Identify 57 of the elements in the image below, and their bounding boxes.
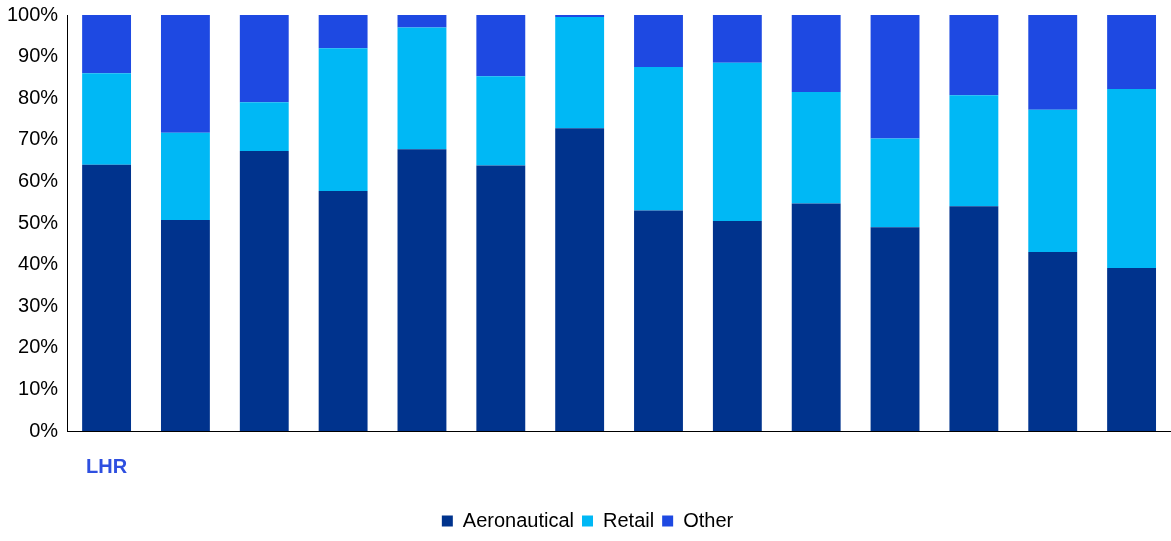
bar bbox=[949, 95, 999, 207]
y-tick-label: 30% bbox=[18, 293, 59, 316]
bar bbox=[160, 15, 210, 133]
bar bbox=[634, 67, 683, 211]
bar bbox=[239, 102, 289, 152]
bar bbox=[791, 15, 841, 92]
bar bbox=[82, 73, 132, 165]
bar bbox=[160, 220, 210, 431]
bar bbox=[1028, 252, 1078, 431]
legend-label: Aeronautical bbox=[462, 508, 575, 531]
bar bbox=[397, 149, 447, 431]
bar bbox=[791, 203, 841, 431]
bar bbox=[712, 15, 762, 63]
bar bbox=[476, 15, 526, 77]
bar bbox=[318, 190, 368, 431]
bar bbox=[555, 17, 605, 129]
y-tick-label: 70% bbox=[18, 127, 59, 150]
bar bbox=[239, 15, 289, 103]
y-tick-label: 50% bbox=[18, 210, 59, 233]
bar bbox=[1107, 267, 1157, 431]
bar bbox=[82, 15, 132, 74]
bar bbox=[870, 15, 920, 139]
bar bbox=[555, 128, 605, 431]
bar bbox=[160, 132, 210, 221]
legend-label: Retail bbox=[603, 508, 655, 531]
y-tick-label: 100% bbox=[7, 2, 59, 25]
bar bbox=[476, 76, 526, 166]
y-tick-label: 60% bbox=[18, 168, 59, 191]
bar bbox=[712, 62, 762, 221]
bar bbox=[1028, 15, 1078, 110]
bar bbox=[949, 206, 999, 431]
bar bbox=[870, 227, 920, 431]
bar bbox=[634, 15, 683, 67]
bar bbox=[791, 91, 841, 204]
bar bbox=[1107, 89, 1157, 268]
bar bbox=[318, 15, 368, 49]
bar bbox=[476, 165, 526, 431]
bar bbox=[82, 164, 132, 431]
y-tick-label: 10% bbox=[18, 376, 59, 399]
bar bbox=[949, 15, 999, 96]
bar bbox=[870, 138, 920, 228]
bar bbox=[397, 27, 447, 150]
bar bbox=[1107, 15, 1157, 90]
legend-label: Other bbox=[683, 508, 734, 531]
bar bbox=[712, 220, 762, 431]
bar bbox=[318, 48, 368, 191]
bar bbox=[397, 15, 447, 28]
y-tick-label: 20% bbox=[18, 335, 59, 358]
y-tick-label: 0% bbox=[29, 418, 59, 441]
bar bbox=[555, 15, 605, 18]
bar bbox=[634, 210, 683, 431]
x-tick-label: LHR bbox=[86, 454, 128, 477]
y-tick-label: 40% bbox=[18, 252, 59, 275]
y-tick-label: 80% bbox=[18, 85, 59, 108]
bar bbox=[239, 151, 289, 431]
y-tick-label: 90% bbox=[18, 44, 59, 67]
bar bbox=[1028, 109, 1078, 253]
